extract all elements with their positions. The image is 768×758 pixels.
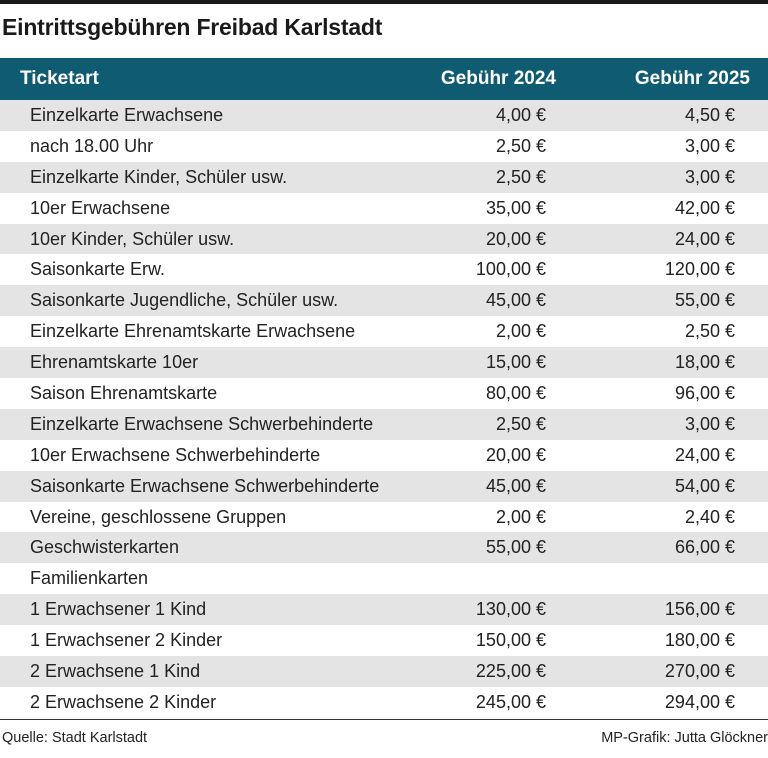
table-row: Vereine, geschlossene Gruppen 2,00 €2,40 … (0, 501, 768, 533)
bottom-rule (0, 719, 768, 720)
ticket-type-cell: 10er Erwachsene Schwerbehinderte (0, 439, 400, 471)
ticket-type-cell: 10er Erwachsene (0, 192, 400, 224)
table-row: nach 18.00 Uhr 2,50 €3,00 € (0, 130, 768, 162)
fee-2025-cell: 2,40 € (560, 501, 768, 533)
fee-2024-cell: 20,00 € (400, 439, 560, 471)
table-row: 2 Erwachsene 2 Kinder 245,00 €294,00 € (0, 686, 768, 718)
fee-2024-cell: 150,00 € (400, 625, 560, 657)
ticket-type-cell: 2 Erwachsene 2 Kinder (0, 686, 400, 718)
ticket-type-cell: Geschwisterkarten (0, 532, 400, 564)
fee-2024-cell: 4,00 € (400, 100, 560, 131)
fee-2024-cell: 100,00 € (400, 254, 560, 286)
fee-2024-cell: 2,50 € (400, 161, 560, 193)
fee-2025-cell: 66,00 € (560, 532, 768, 564)
fee-2025-cell: 120,00 € (560, 254, 768, 286)
ticket-type-cell: Ehrenamtskarte 10er (0, 347, 400, 379)
fee-2024-cell: 225,00 € (400, 656, 560, 687)
table-row: Saisonkarte Jugendliche, Schüler usw. 45,… (0, 285, 768, 317)
fee-2025-cell: 18,00 € (560, 347, 768, 379)
table-row: 10er Erwachsene 35,00 €42,00 € (0, 192, 768, 224)
fee-2025-cell: 42,00 € (560, 192, 768, 224)
ticket-type-cell: Einzelkarte Erwachsene (0, 100, 400, 131)
fee-2024-cell: 245,00 € (400, 686, 560, 718)
fee-2025-cell: 54,00 € (560, 470, 768, 502)
table-row: 10er Kinder, Schüler usw. 20,00 €24,00 € (0, 223, 768, 255)
table-header-row: Ticketart Gebühr 2024 Gebühr 2025 (0, 58, 768, 100)
table-row: Einzelkarte Kinder, Schüler usw. 2,50 €3,… (0, 161, 768, 193)
table-row: 1 Erwachsener 1 Kind 130,00 €156,00 € (0, 594, 768, 626)
fee-2025-cell: 3,00 € (560, 130, 768, 162)
ticket-type-cell: Einzelkarte Erwachsene Schwerbehinderte (0, 408, 400, 440)
fee-2024-cell: 45,00 € (400, 470, 560, 502)
table-row: Einzelkarte Ehrenamtskarte Erwachsene 2,0… (0, 316, 768, 348)
fee-2025-cell (560, 563, 768, 595)
header-fee-2024: Gebühr 2024 (400, 58, 560, 100)
ticket-type-cell: 1 Erwachsener 1 Kind (0, 594, 400, 626)
fee-2024-cell: 2,50 € (400, 130, 560, 162)
fee-table: Ticketart Gebühr 2024 Gebühr 2025 Einzel… (0, 58, 768, 718)
fee-2024-cell: 2,00 € (400, 316, 560, 348)
ticket-type-cell: Einzelkarte Kinder, Schüler usw. (0, 161, 400, 193)
table-row: Saisonkarte Erwachsene Schwerbehinderte 4… (0, 470, 768, 502)
ticket-type-cell: 1 Erwachsener 2 Kinder (0, 625, 400, 657)
source-note: Quelle: Stadt Karlstadt (2, 730, 148, 746)
fee-2025-cell: 55,00 € (560, 285, 768, 317)
fee-2024-cell: 130,00 € (400, 594, 560, 626)
fee-2025-cell: 3,00 € (560, 161, 768, 193)
fee-2024-cell: 2,50 € (400, 408, 560, 440)
ticket-type-cell: Saisonkarte Jugendliche, Schüler usw. (0, 285, 400, 317)
ticket-type-cell: Saisonkarte Erwachsene Schwerbehinderte (0, 470, 400, 502)
top-rule (0, 0, 768, 4)
table-body: Einzelkarte Erwachsene 4,00 €4,50 € nach 1… (0, 100, 768, 718)
fee-2024-cell: 20,00 € (400, 223, 560, 255)
fee-2025-cell: 3,00 € (560, 408, 768, 440)
table-row: Einzelkarte Erwachsene Schwerbehinderte 2… (0, 408, 768, 440)
fee-2025-cell: 2,50 € (560, 316, 768, 348)
ticket-type-cell: nach 18.00 Uhr (0, 130, 400, 162)
table-row: 2 Erwachsene 1 Kind 225,00 €270,00 € (0, 656, 768, 687)
table-row: 10er Erwachsene Schwerbehinderte 20,00 €2… (0, 439, 768, 471)
fee-2024-cell: 2,00 € (400, 501, 560, 533)
fee-2025-cell: 294,00 € (560, 686, 768, 718)
fee-2025-cell: 24,00 € (560, 223, 768, 255)
fee-2024-cell: 35,00 € (400, 192, 560, 224)
fee-2024-cell: 80,00 € (400, 378, 560, 409)
fee-2024-cell: 55,00 € (400, 532, 560, 564)
ticket-type-cell: Einzelkarte Ehrenamtskarte Erwachsene (0, 316, 400, 348)
table-row: Saisonkarte Erw. 100,00 €120,00 € (0, 254, 768, 286)
ticket-type-cell: Familienkarten (0, 563, 400, 595)
table-row: Familienkarten (0, 563, 768, 595)
graphic-credit: MP-Grafik: Jutta Glöckner (601, 730, 768, 746)
fee-2025-cell: 156,00 € (560, 594, 768, 626)
fee-2025-cell: 180,00 € (560, 625, 768, 657)
fee-2025-cell: 270,00 € (560, 656, 768, 687)
fee-2025-cell: 96,00 € (560, 378, 768, 409)
ticket-type-cell: Saison Ehrenamtskarte (0, 378, 400, 409)
table-row: 1 Erwachsener 2 Kinder 150,00 €180,00 € (0, 625, 768, 657)
table-row: Saison Ehrenamtskarte 80,00 €96,00 € (0, 378, 768, 409)
table-row: Einzelkarte Erwachsene 4,00 €4,50 € (0, 100, 768, 131)
header-fee-2025: Gebühr 2025 (560, 58, 768, 100)
fee-2024-cell: 45,00 € (400, 285, 560, 317)
fee-2025-cell: 4,50 € (560, 100, 768, 131)
table-row: Geschwisterkarten 55,00 €66,00 € (0, 532, 768, 564)
ticket-type-cell: Vereine, geschlossene Gruppen (0, 501, 400, 533)
ticket-type-cell: 10er Kinder, Schüler usw. (0, 223, 400, 255)
fee-2024-cell (400, 563, 560, 595)
ticket-type-cell: Saisonkarte Erw. (0, 254, 400, 286)
table-row: Ehrenamtskarte 10er 15,00 €18,00 € (0, 347, 768, 379)
ticket-type-cell: 2 Erwachsene 1 Kind (0, 656, 400, 687)
fee-2025-cell: 24,00 € (560, 439, 768, 471)
fee-2024-cell: 15,00 € (400, 347, 560, 379)
header-ticket-type: Ticketart (0, 58, 400, 100)
page-title: Eintrittsgebühren Freibad Karlstadt (2, 14, 383, 40)
